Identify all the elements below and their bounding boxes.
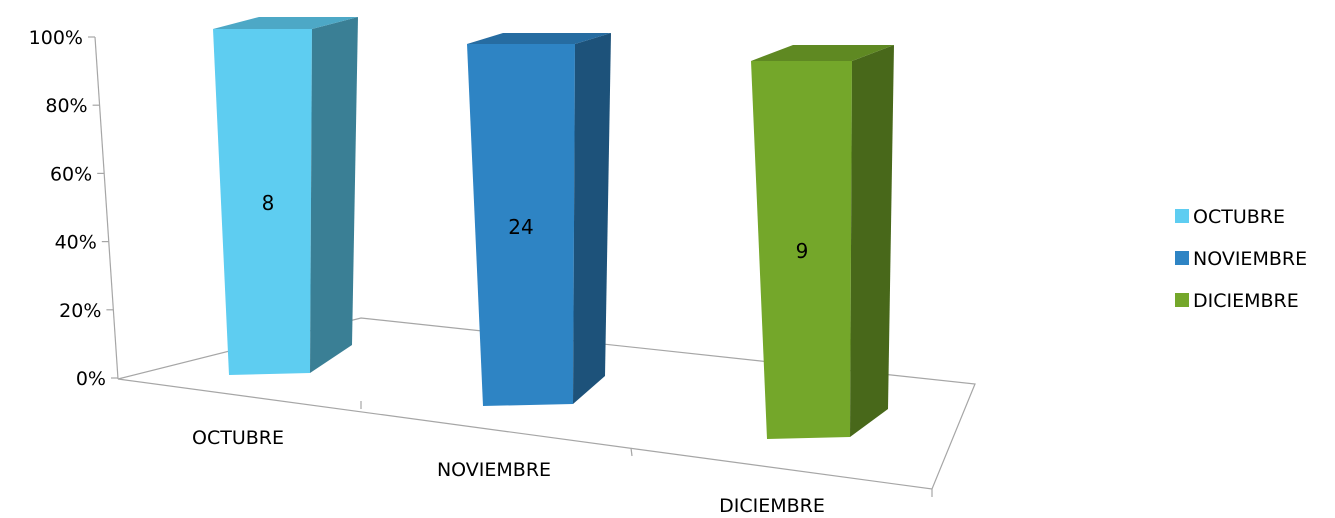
y-tick-label: 0% [76, 368, 106, 390]
category-label: NOVIEMBRE [437, 459, 551, 481]
bar-top-face [213, 17, 358, 29]
bar-top-face [751, 45, 894, 61]
bar-noviembre: 24 [467, 33, 611, 406]
data-label: 9 [796, 239, 809, 263]
category-label: DICIEMBRE [719, 495, 825, 517]
bar-front-face [467, 44, 575, 406]
y-axis-line [94, 36, 119, 380]
data-label: 24 [508, 215, 533, 239]
bars: 8 24 9 [213, 17, 894, 439]
y-tick-label: 80% [45, 95, 87, 117]
legend-label: NOVIEMBRE [1193, 248, 1307, 270]
y-tick-label: 100% [29, 27, 83, 49]
y-tick-label: 20% [59, 300, 101, 322]
y-axis: 0% 20% 40% 60% 80% 100% [29, 27, 119, 390]
data-label: 8 [262, 191, 275, 215]
legend-label: OCTUBRE [1193, 206, 1285, 228]
bar-front-face [751, 61, 852, 439]
category-labels: OCTUBRE NOVIEMBRE DICIEMBRE [192, 427, 825, 517]
bar-side-face [850, 45, 894, 437]
legend-swatch [1175, 209, 1189, 223]
y-tick-label: 60% [50, 163, 92, 185]
legend-label: DICIEMBRE [1193, 290, 1299, 312]
category-divider [630, 447, 633, 457]
bar-diciembre: 9 [751, 45, 894, 439]
legend-swatch [1175, 293, 1189, 307]
legend-swatch [1175, 251, 1189, 265]
bar-side-face [310, 17, 358, 373]
legend: OCTUBRE NOVIEMBRE DICIEMBRE [1175, 206, 1307, 312]
y-tick-label: 40% [55, 232, 97, 254]
bar-front-face [213, 29, 312, 375]
bar-octubre: 8 [213, 17, 358, 375]
category-label: OCTUBRE [192, 427, 284, 449]
bar-side-face [573, 33, 611, 404]
bar-top-face [467, 33, 611, 44]
